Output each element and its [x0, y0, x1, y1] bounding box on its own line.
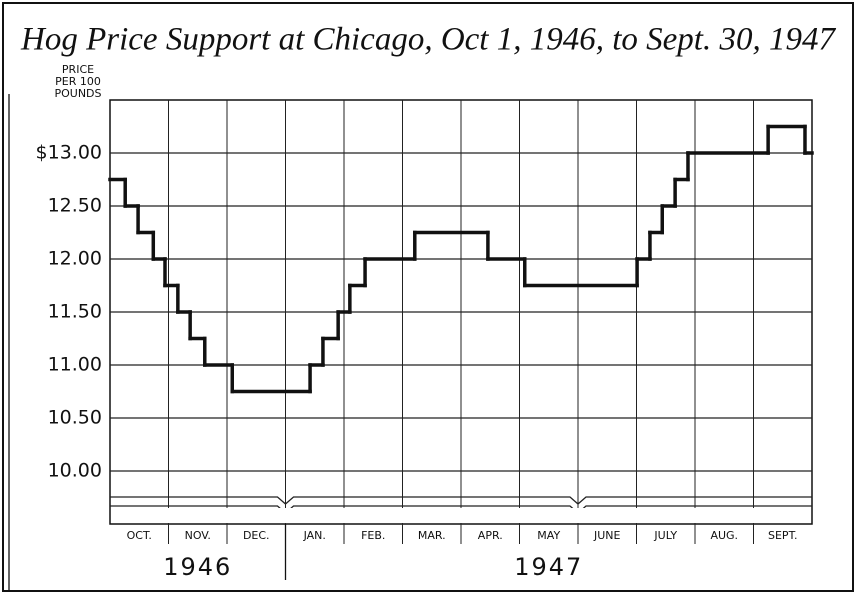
- y-axis-label: PER 100: [55, 75, 101, 88]
- x-tick-label: JAN.: [303, 529, 326, 542]
- axis-break: [110, 496, 812, 505]
- x-tick-label: DEC.: [243, 529, 270, 542]
- x-tick-label: MAY: [537, 529, 560, 542]
- year-label: 1947: [514, 553, 583, 581]
- x-tick-label: JULY: [653, 529, 677, 542]
- x-tick-label: FEB.: [361, 529, 385, 542]
- x-tick-label: MAR.: [418, 529, 446, 542]
- y-tick-label: 10.50: [48, 407, 102, 429]
- x-tick-label: SEPT.: [768, 529, 797, 542]
- y-tick-label: $13.00: [36, 142, 102, 164]
- axis-break-mask: [111, 508, 811, 523]
- x-tick-label: JUNE: [593, 529, 621, 542]
- chart-title: Hog Price Support at Chicago, Oct 1, 194…: [20, 22, 836, 58]
- y-tick-label: 12.50: [48, 195, 102, 217]
- axis-break: [110, 505, 812, 514]
- x-tick-label: APR.: [478, 529, 503, 542]
- x-tick-label: AUG.: [710, 529, 738, 542]
- y-tick-label: 12.00: [48, 248, 102, 270]
- x-tick-label: NOV.: [185, 529, 211, 542]
- y-tick-label: 11.50: [48, 301, 102, 323]
- y-tick-label: 10.00: [48, 460, 102, 482]
- y-tick-label: 11.00: [48, 354, 102, 376]
- y-axis-label: PRICE: [62, 63, 94, 76]
- y-axis-label: POUNDS: [54, 87, 101, 100]
- year-label: 1946: [163, 553, 232, 581]
- x-tick-label: OCT.: [127, 529, 152, 542]
